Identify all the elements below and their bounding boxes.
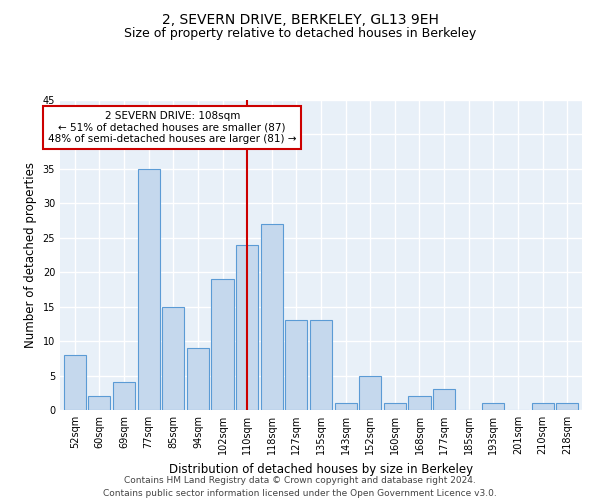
Bar	[162, 306, 184, 410]
Bar	[384, 403, 406, 410]
Bar	[137, 169, 160, 410]
Bar	[260, 224, 283, 410]
X-axis label: Distribution of detached houses by size in Berkeley: Distribution of detached houses by size …	[169, 462, 473, 475]
Text: 2, SEVERN DRIVE, BERKELEY, GL13 9EH: 2, SEVERN DRIVE, BERKELEY, GL13 9EH	[161, 12, 439, 26]
Bar	[335, 403, 357, 410]
Bar	[409, 396, 431, 410]
Bar	[88, 396, 110, 410]
Text: Contains HM Land Registry data © Crown copyright and database right 2024.
Contai: Contains HM Land Registry data © Crown c…	[103, 476, 497, 498]
Text: 2 SEVERN DRIVE: 108sqm
← 51% of detached houses are smaller (87)
48% of semi-det: 2 SEVERN DRIVE: 108sqm ← 51% of detached…	[48, 111, 296, 144]
Bar	[556, 403, 578, 410]
Bar	[236, 244, 258, 410]
Bar	[113, 382, 135, 410]
Bar	[433, 390, 455, 410]
Bar	[211, 279, 233, 410]
Bar	[482, 403, 505, 410]
Bar	[64, 355, 86, 410]
Bar	[532, 403, 554, 410]
Bar	[187, 348, 209, 410]
Y-axis label: Number of detached properties: Number of detached properties	[24, 162, 37, 348]
Bar	[359, 376, 382, 410]
Text: Size of property relative to detached houses in Berkeley: Size of property relative to detached ho…	[124, 28, 476, 40]
Bar	[310, 320, 332, 410]
Bar	[285, 320, 307, 410]
